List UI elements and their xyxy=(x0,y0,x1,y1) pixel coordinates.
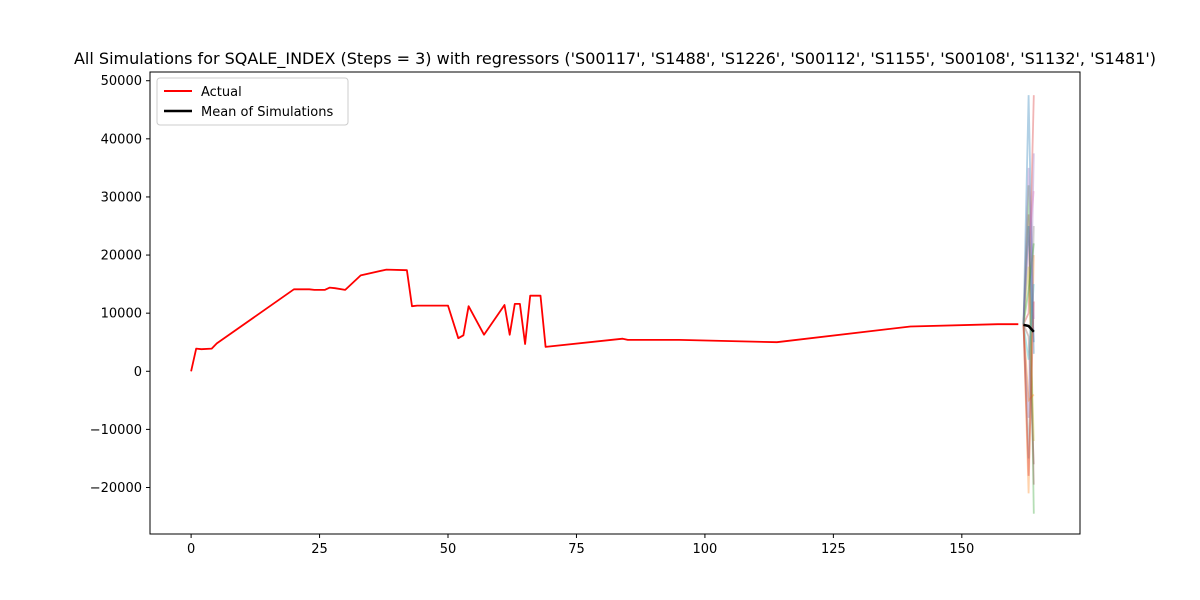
simulation-line xyxy=(1022,153,1035,418)
x-tick-label: 25 xyxy=(311,542,328,557)
simulation-line xyxy=(1022,167,1035,325)
simulation-line xyxy=(1022,243,1035,325)
y-tick-label: −10000 xyxy=(90,423,142,438)
x-tick-label: 150 xyxy=(949,542,974,557)
series-line-actual xyxy=(190,268,1019,372)
legend-label-actual: Actual xyxy=(201,85,242,100)
series-line-mean xyxy=(1023,323,1035,333)
series-lines xyxy=(190,268,1035,372)
y-tick-label: 10000 xyxy=(101,307,142,322)
x-tick-label: 50 xyxy=(440,542,457,557)
simulation-line xyxy=(1022,284,1035,360)
x-tick-label: 75 xyxy=(568,542,585,557)
y-tick-label: 0 xyxy=(134,365,142,380)
x-tick-label: 125 xyxy=(821,542,846,557)
y-tick-label: 30000 xyxy=(101,190,142,205)
legend-label-mean: Mean of Simulations xyxy=(201,105,333,120)
y-axis: −20000 −10000 0 10000 20000 30000 40000 50000 xyxy=(90,74,150,496)
x-axis: 0 25 50 75 100 125 150 xyxy=(187,534,974,557)
simulation-line xyxy=(1022,95,1035,325)
y-tick-label: −20000 xyxy=(90,481,142,496)
simulation-lines xyxy=(1022,95,1035,514)
x-tick-label: 0 xyxy=(187,542,195,557)
y-tick-label: 50000 xyxy=(101,74,142,89)
simulation-line xyxy=(1022,185,1035,514)
simulation-line xyxy=(1022,323,1035,465)
legend-box xyxy=(156,77,349,126)
simulation-line xyxy=(1022,324,1035,403)
simulation-line xyxy=(1022,225,1035,459)
simulation-line xyxy=(1022,191,1035,325)
simulation-line xyxy=(1022,255,1035,494)
simulation-line xyxy=(1022,225,1035,343)
simulation-line xyxy=(1022,214,1035,485)
x-tick-label: 100 xyxy=(693,542,718,557)
simulation-line xyxy=(1022,301,1035,476)
chart-title: All Simulations for SQALE_INDEX (Steps =… xyxy=(74,49,1156,69)
simulation-line xyxy=(1022,266,1035,442)
legend: Actual Mean of Simulations xyxy=(156,77,349,126)
plot-frame xyxy=(149,71,1081,535)
y-tick-label: 20000 xyxy=(101,249,142,264)
y-tick-label: 40000 xyxy=(101,132,142,147)
simulation-line xyxy=(1022,95,1035,354)
